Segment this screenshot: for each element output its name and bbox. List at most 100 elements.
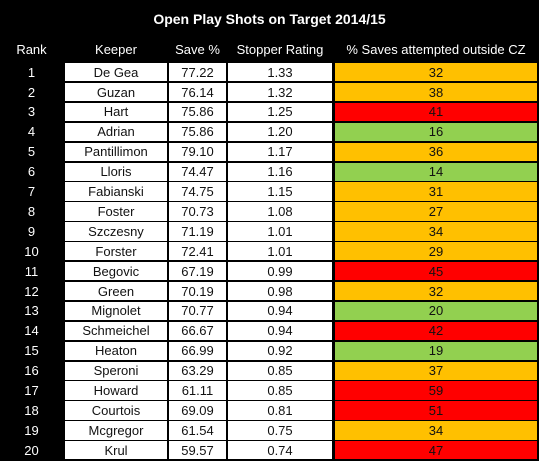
rank-cell: 16: [24, 363, 39, 379]
rank-cell: 15: [24, 343, 39, 359]
rank-cell: 14: [24, 323, 39, 339]
data-cell: Pantillimon: [65, 142, 167, 161]
column-header: % Saves attempted outside CZ: [346, 42, 526, 57]
data-cell: Howard: [65, 381, 167, 400]
data-cell: Green: [65, 281, 167, 301]
rated-cell: 42: [335, 321, 537, 341]
data-cell: 69.09: [169, 401, 226, 420]
rank-cell: 20: [24, 442, 39, 458]
rated-cell: 41: [335, 102, 537, 122]
data-cell: 0.92: [228, 341, 332, 360]
data-cell: 1.17: [228, 142, 332, 161]
data-cell: 1.33: [228, 63, 332, 82]
data-cell: 66.99: [169, 341, 226, 360]
data-cell: Heaton: [65, 341, 167, 360]
data-cell: 77.22: [169, 63, 226, 82]
rank-cell: 5: [27, 144, 36, 160]
data-cell: 0.94: [228, 301, 332, 321]
data-cell: 74.75: [169, 182, 226, 201]
data-cell: 1.15: [228, 182, 332, 201]
data-cell: Foster: [65, 202, 167, 221]
data-cell: 70.73: [169, 202, 226, 221]
data-cell: Mcgregor: [65, 421, 167, 440]
data-cell: De Gea: [65, 63, 167, 82]
data-cell: 66.67: [169, 321, 226, 341]
rated-cell: 59: [335, 381, 537, 400]
data-cell: Begovic: [65, 262, 167, 281]
data-cell: 0.85: [228, 361, 332, 380]
column-header: Stopper Rating: [236, 42, 324, 57]
rated-cell: 27: [335, 202, 537, 221]
data-cell: Courtois: [65, 401, 167, 420]
rank-cell: 11: [24, 263, 39, 279]
rated-cell: 34: [335, 222, 537, 241]
data-cell: 59.57: [169, 441, 226, 460]
data-cell: 1.01: [228, 242, 332, 261]
rated-cell: 14: [335, 162, 537, 181]
data-cell: 0.81: [228, 401, 332, 420]
data-cell: Forster: [65, 242, 167, 261]
rated-cell: 31: [335, 182, 537, 201]
rated-cell: 32: [335, 281, 537, 301]
data-cell: Adrian: [65, 122, 167, 142]
data-cell: 75.86: [169, 102, 226, 122]
data-cell: 0.99: [228, 262, 332, 281]
data-cell: 71.19: [169, 222, 226, 241]
rated-cell: 34: [335, 421, 537, 440]
rated-cell: 19: [335, 341, 537, 360]
data-cell: 63.29: [169, 361, 226, 380]
data-cell: 0.94: [228, 321, 332, 341]
data-cell: Fabianski: [65, 182, 167, 201]
rated-cell: 16: [335, 122, 537, 142]
data-cell: 1.25: [228, 102, 332, 122]
data-cell: 1.32: [228, 82, 332, 102]
rank-cell: 8: [27, 203, 36, 219]
data-cell: Krul: [65, 441, 167, 460]
column-header: Keeper: [95, 42, 137, 57]
data-cell: Szczesny: [65, 222, 167, 241]
rated-cell: 38: [335, 82, 537, 102]
rank-cell: 12: [24, 283, 39, 299]
rank-cell: 1: [27, 64, 36, 80]
data-cell: 1.16: [228, 162, 332, 181]
rank-cell: 9: [27, 223, 36, 239]
data-cell: Lloris: [65, 162, 167, 181]
rated-cell: 29: [335, 242, 537, 261]
rank-cell: 18: [24, 402, 39, 418]
data-cell: 0.75: [228, 421, 332, 440]
data-cell: 1.20: [228, 122, 332, 142]
rated-cell: 47: [335, 441, 537, 460]
data-cell: 0.98: [228, 281, 332, 301]
rated-cell: 37: [335, 361, 537, 380]
data-cell: Guzan: [65, 82, 167, 102]
rated-cell: 51: [335, 401, 537, 420]
rank-cell: 13: [24, 303, 39, 319]
data-cell: 75.86: [169, 122, 226, 142]
column-header: Rank: [16, 42, 47, 57]
data-cell: 61.11: [169, 381, 226, 400]
rank-cell: 2: [27, 84, 36, 100]
rank-cell: 19: [24, 422, 39, 438]
data-cell: 61.54: [169, 421, 226, 440]
data-cell: 0.74: [228, 441, 332, 460]
rank-cell: 3: [27, 104, 36, 120]
data-cell: 74.47: [169, 162, 226, 181]
column-header: Save %: [175, 42, 220, 57]
rank-cell: 10: [24, 243, 39, 259]
rank-cell: 7: [27, 184, 36, 200]
data-cell: 79.10: [169, 142, 226, 161]
data-cell: Schmeichel: [65, 321, 167, 341]
data-cell: Hart: [65, 102, 167, 122]
rated-cell: 20: [335, 301, 537, 321]
rank-cell: 6: [27, 164, 36, 180]
data-cell: 67.19: [169, 262, 226, 281]
table-title: Open Play Shots on Target 2014/15: [153, 10, 386, 27]
data-cell: 1.08: [228, 202, 332, 221]
data-cell: Speroni: [65, 361, 167, 380]
data-cell: 1.01: [228, 222, 332, 241]
data-cell: 0.85: [228, 381, 332, 400]
data-cell: Mignolet: [65, 301, 167, 321]
data-cell: 76.14: [169, 82, 226, 102]
rank-cell: 17: [24, 383, 39, 399]
